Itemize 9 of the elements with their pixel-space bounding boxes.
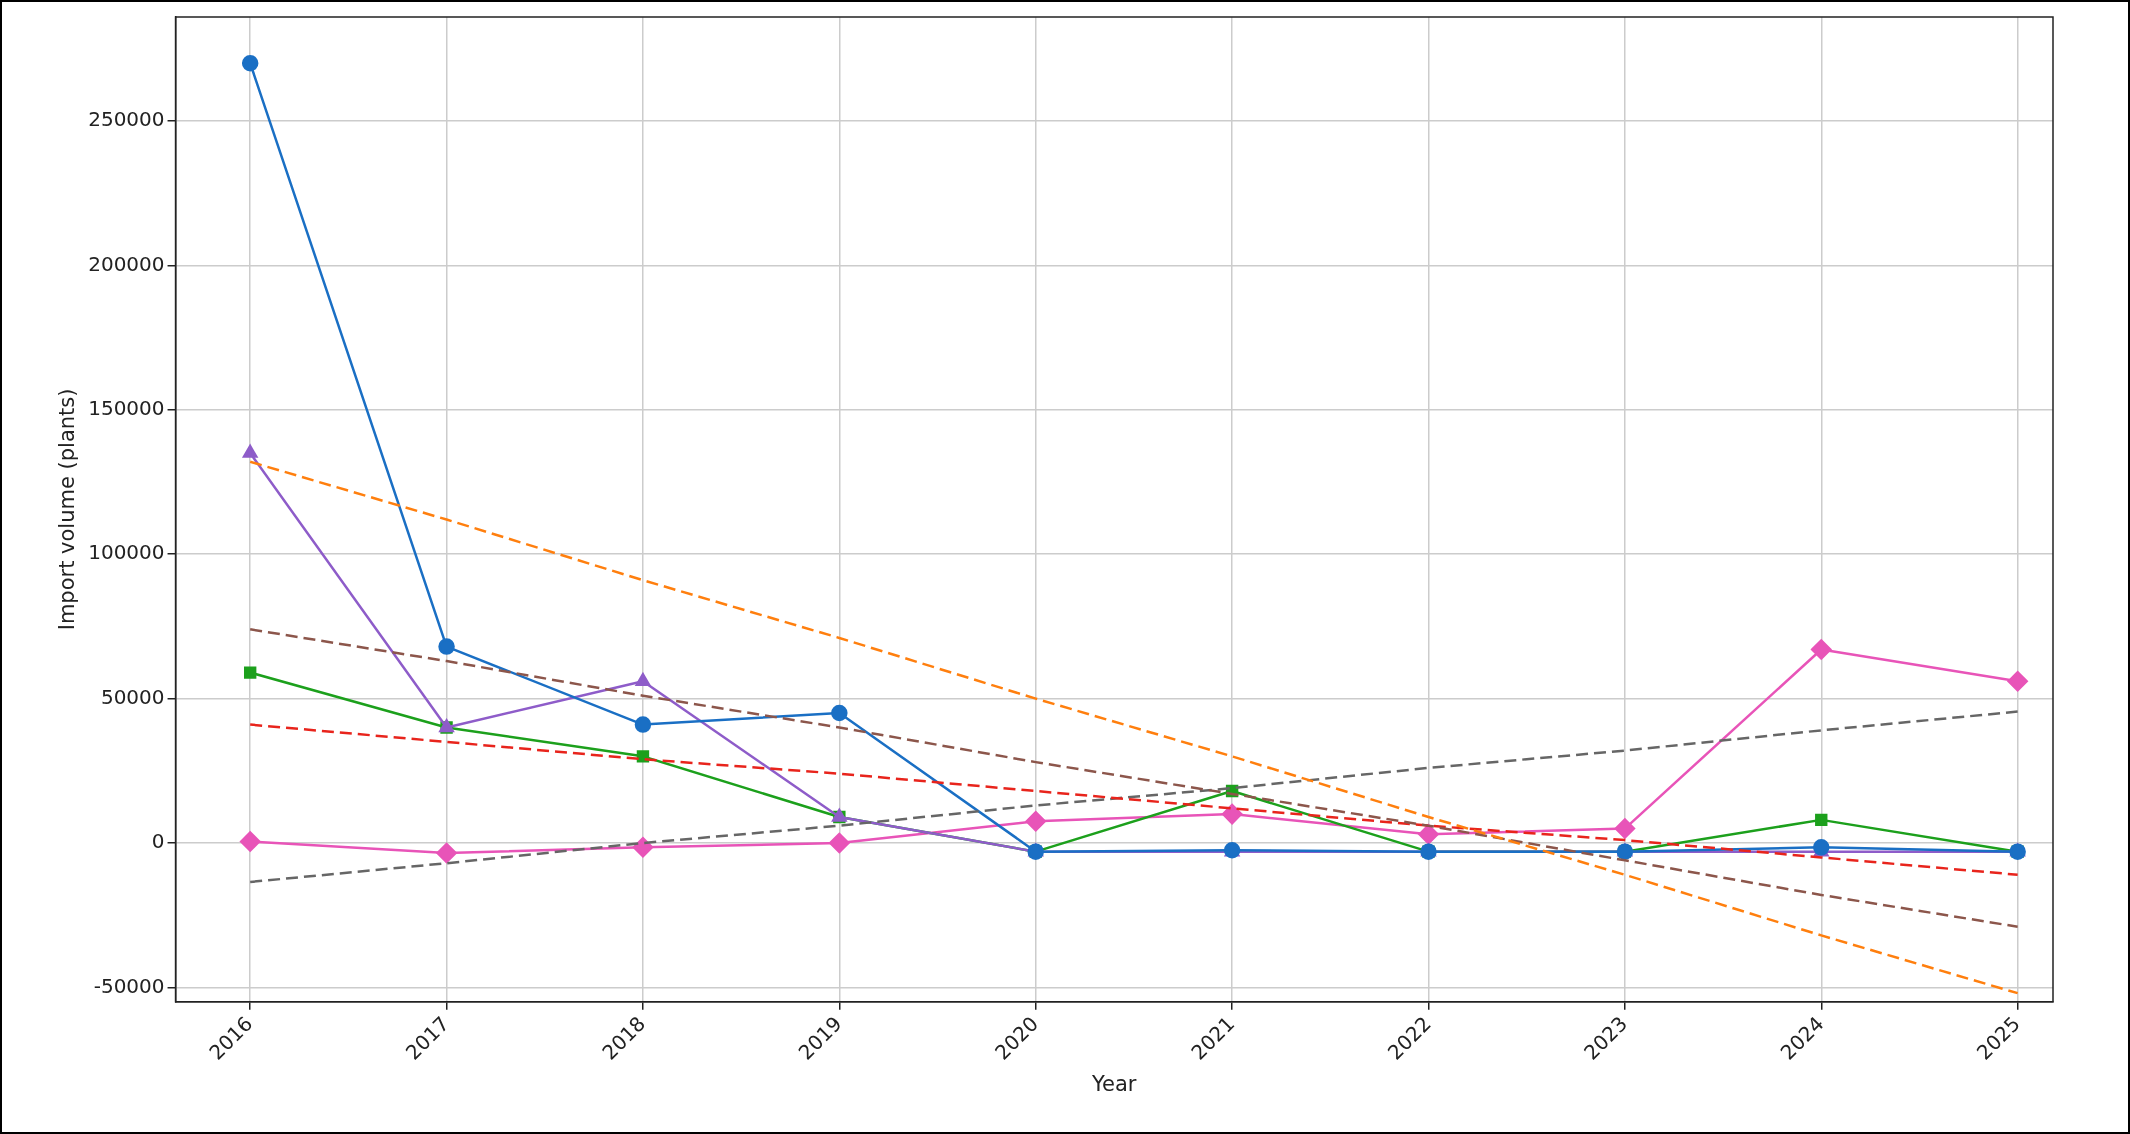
y-tick-label: 100000: [88, 540, 165, 565]
y-tick-label: 0: [151, 829, 165, 854]
y-tick-label: 250000: [88, 107, 165, 132]
y-tick-label: -50000: [93, 973, 165, 998]
y-tick-label: 50000: [100, 684, 165, 709]
y-axis-title: Import volume (plants): [55, 388, 80, 631]
y-tick-label: 150000: [88, 395, 165, 420]
x-axis-title: Year: [1091, 1071, 1137, 1096]
y-tick-label: 200000: [88, 251, 165, 276]
